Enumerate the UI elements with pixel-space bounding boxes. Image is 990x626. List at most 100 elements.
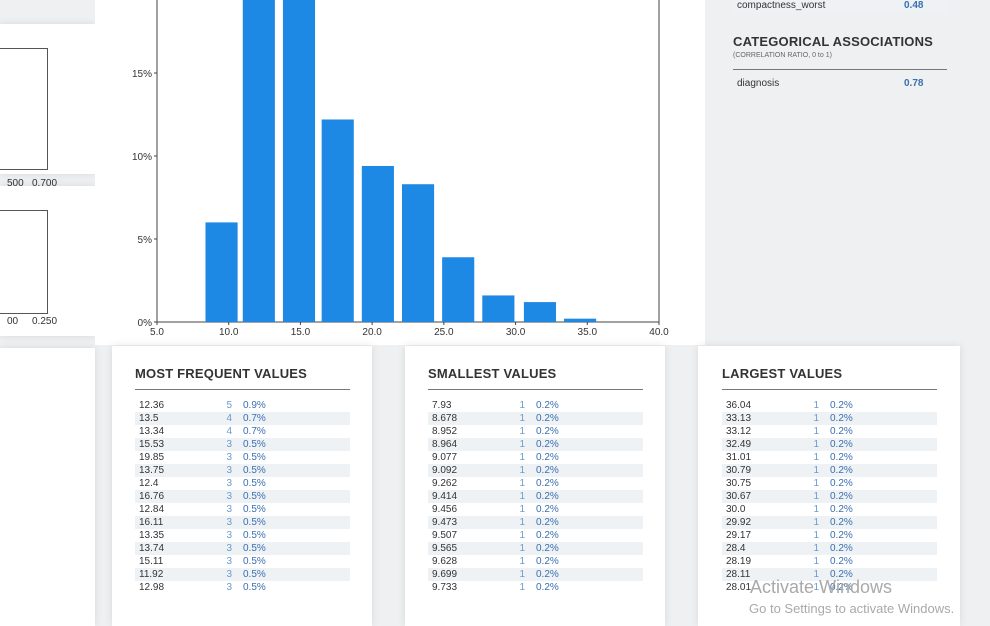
row-count: 5	[226, 400, 232, 411]
row-value: 15.53	[139, 439, 165, 450]
row-value: 16.11	[139, 517, 164, 528]
row-percent: 0.5%	[243, 530, 266, 541]
row-value: 32.49	[726, 439, 752, 450]
histogram-bar	[482, 295, 515, 322]
row-percent: 0.2%	[536, 543, 559, 554]
row-percent: 0.2%	[536, 569, 559, 580]
table-row: 8.678 1 0.2%	[428, 412, 643, 425]
row-count: 1	[813, 491, 819, 502]
mini-plot-middle	[0, 210, 48, 314]
smallest-values-table: 7.93 1 0.2% 8.678 1 0.2% 8.952 1 0.2% 8.964 1 0.2% 9…	[428, 399, 643, 594]
most-frequent-table: 12.36 5 0.9% 13.5 4 0.7% 13.34 4 0.7% 15.53 3 0.5% 1…	[135, 399, 350, 594]
row-value: 9.077	[432, 452, 458, 463]
table-row: 9.456 1 0.2%	[428, 503, 643, 516]
row-count: 1	[519, 426, 525, 437]
row-value: 15.11	[139, 556, 164, 567]
row-value: 9.565	[432, 543, 458, 554]
left-card-bottom	[0, 348, 95, 626]
table-row: 16.11 3 0.5%	[135, 516, 350, 529]
row-count: 1	[519, 452, 525, 463]
table-row: 30.0 1 0.2%	[722, 503, 937, 516]
table-row: 13.74 3 0.5%	[135, 542, 350, 555]
row-percent: 0.2%	[536, 439, 559, 450]
row-count: 1	[813, 543, 819, 554]
row-percent: 0.5%	[243, 569, 266, 580]
largest-values-card: LARGEST VALUES 36.04 1 0.2% 33.13 1 0.2% 33.12…	[698, 346, 960, 626]
row-percent: 0.9%	[243, 400, 266, 411]
row-count: 1	[519, 400, 525, 411]
row-count: 3	[226, 491, 232, 502]
row-percent: 0.2%	[536, 465, 559, 476]
table-row: 28.19 1 0.2%	[722, 555, 937, 568]
row-value: 9.699	[432, 569, 458, 580]
row-value: 9.092	[432, 465, 458, 476]
y-tick-label: 10%	[132, 152, 152, 163]
row-percent: 0.5%	[243, 543, 266, 554]
row-count: 3	[226, 543, 232, 554]
row-percent: 0.5%	[243, 452, 266, 463]
table-row: 9.092 1 0.2%	[428, 464, 643, 477]
table-row: 9.699 1 0.2%	[428, 568, 643, 581]
row-percent: 0.2%	[830, 478, 853, 489]
row-value: 28.11	[726, 569, 751, 580]
y-tick-label: 0%	[138, 318, 153, 329]
table-row: 36.04 1 0.2%	[722, 399, 937, 412]
table-row: 9.733 1 0.2%	[428, 581, 643, 594]
table-row: 13.75 3 0.5%	[135, 464, 350, 477]
activate-windows-text: Activate Windows	[750, 577, 893, 597]
row-count: 3	[226, 504, 232, 515]
table-row: 33.13 1 0.2%	[722, 412, 937, 425]
table-row: 13.5 4 0.7%	[135, 412, 350, 425]
row-percent: 0.2%	[536, 530, 559, 541]
table-row: 9.414 1 0.2%	[428, 490, 643, 503]
row-value: 9.733	[432, 582, 458, 593]
table-row: 30.79 1 0.2%	[722, 464, 937, 477]
table-row: 29.92 1 0.2%	[722, 516, 937, 529]
row-value: 31.01	[726, 452, 752, 463]
row-count: 1	[519, 491, 525, 502]
row-count: 1	[813, 569, 819, 580]
association-value: 0.48	[904, 0, 924, 11]
row-count: 3	[226, 530, 232, 541]
table-row: 12.4 3 0.5%	[135, 477, 350, 490]
x-tick-label: 20.0	[362, 327, 382, 338]
mini-plot-top-tick-b: 0.700	[32, 178, 58, 189]
row-percent: 0.2%	[830, 569, 853, 580]
row-value: 30.0	[726, 504, 746, 515]
row-count: 1	[813, 504, 819, 515]
row-count: 1	[813, 465, 819, 476]
row-percent: 0.2%	[536, 413, 559, 424]
row-percent: 0.7%	[243, 426, 266, 437]
row-count: 1	[519, 504, 525, 515]
row-count: 1	[813, 439, 819, 450]
histogram-bar	[321, 119, 354, 322]
x-tick-label: 35.0	[578, 327, 598, 338]
row-count: 1	[813, 517, 819, 528]
row-count: 4	[226, 413, 232, 424]
row-percent: 0.2%	[830, 517, 853, 528]
row-count: 3	[226, 478, 232, 489]
row-value: 30.79	[726, 465, 752, 476]
row-percent: 0.2%	[830, 465, 853, 476]
table-row: 9.628 1 0.2%	[428, 555, 643, 568]
histogram-bar	[401, 184, 435, 322]
row-percent: 0.2%	[830, 556, 853, 567]
row-value: 28.4	[726, 543, 746, 554]
table-row: 30.75 1 0.2%	[722, 477, 937, 490]
histogram-panel: 5.0 10.0 15.0 20.0 25.0 30.0 35.0 40.0 0% 5% 10% 15…	[95, 0, 705, 345]
row-percent: 0.2%	[830, 426, 853, 437]
numeric-association-row: compactness_worst 0.48	[733, 0, 947, 13]
row-percent: 0.2%	[830, 504, 853, 515]
row-value: 16.76	[139, 491, 165, 502]
most-frequent-card: MOST FREQUENT VALUES 12.36 5 0.9% 13.5 4 0.7%…	[112, 346, 372, 626]
table-row: 12.98 3 0.5%	[135, 581, 350, 594]
row-count: 4	[226, 426, 232, 437]
row-count: 1	[519, 530, 525, 541]
row-value: 13.34	[139, 426, 165, 437]
row-count: 3	[226, 556, 232, 567]
y-tick-label: 15%	[132, 69, 152, 80]
most-frequent-title: MOST FREQUENT VALUES	[135, 366, 308, 381]
row-percent: 0.5%	[243, 465, 266, 476]
row-count: 1	[813, 400, 819, 411]
row-value: 7.93	[432, 400, 452, 411]
